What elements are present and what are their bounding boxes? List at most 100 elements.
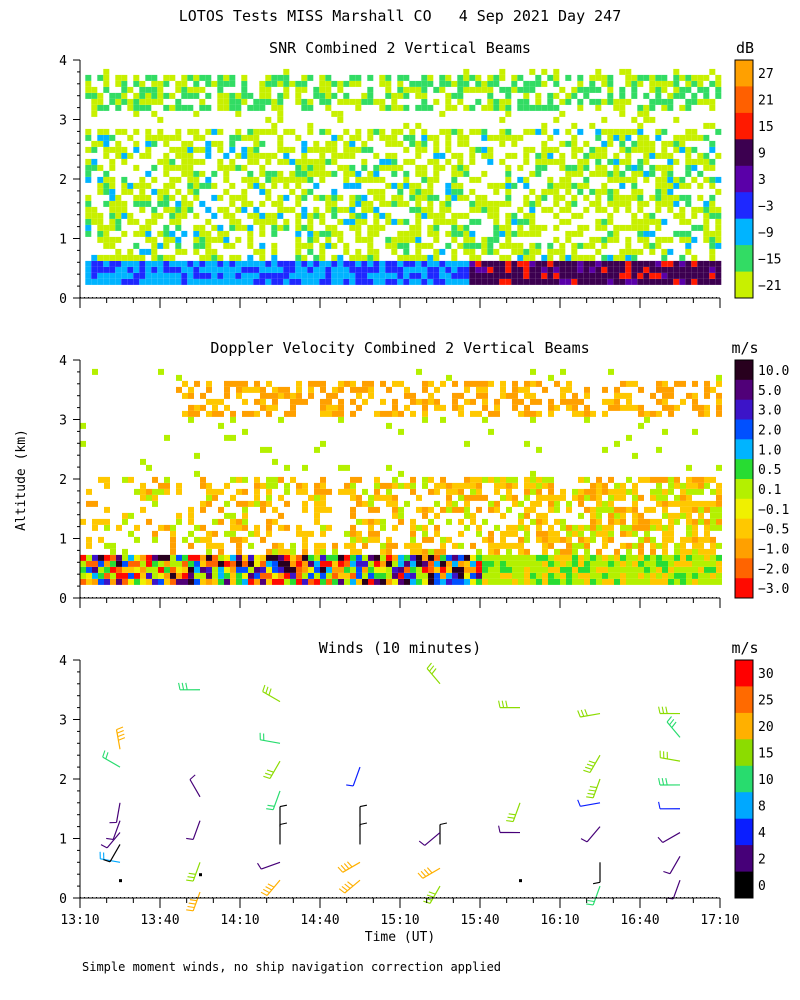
heatmap-cell bbox=[163, 272, 170, 279]
heatmap-cell bbox=[164, 434, 170, 441]
heatmap-cell bbox=[163, 254, 170, 261]
heatmap-cell bbox=[529, 278, 536, 285]
heatmap-cell bbox=[710, 476, 716, 483]
heatmap-cell bbox=[590, 578, 596, 585]
heatmap-cell bbox=[589, 98, 596, 105]
heatmap-cell bbox=[103, 200, 110, 207]
heatmap-cell bbox=[457, 74, 464, 81]
heatmap-cell bbox=[103, 104, 110, 111]
heatmap-cell bbox=[326, 560, 332, 567]
heatmap-cell bbox=[649, 230, 656, 237]
heatmap-cell bbox=[380, 566, 386, 573]
heatmap-cell bbox=[313, 230, 320, 237]
heatmap-cell bbox=[655, 278, 662, 285]
heatmap-cell bbox=[146, 494, 152, 501]
heatmap-cell bbox=[133, 200, 140, 207]
heatmap-cell bbox=[673, 74, 680, 81]
heatmap-cell bbox=[284, 410, 290, 417]
heatmap-cell bbox=[199, 182, 206, 189]
heatmap-cell bbox=[601, 74, 608, 81]
heatmap-cell bbox=[98, 536, 104, 543]
snr-panel-title: SNR Combined 2 Vertical Beams bbox=[269, 39, 531, 57]
heatmap-cell bbox=[499, 200, 506, 207]
heatmap-cell bbox=[398, 572, 404, 579]
heatmap-cell bbox=[620, 566, 626, 573]
heatmap-cell bbox=[638, 554, 644, 561]
heatmap-cell bbox=[649, 164, 656, 171]
colorbar-swatch bbox=[735, 139, 753, 167]
heatmap-cell bbox=[289, 170, 296, 177]
heatmap-cell bbox=[367, 224, 374, 231]
heatmap-cell bbox=[379, 158, 386, 165]
heatmap-cell bbox=[103, 260, 110, 267]
heatmap-cell bbox=[308, 494, 314, 501]
heatmap-cell bbox=[685, 194, 692, 201]
wind-barb-flag bbox=[178, 682, 181, 690]
heatmap-cell bbox=[175, 176, 182, 183]
heatmap-cell bbox=[595, 218, 602, 225]
heatmap-cell bbox=[211, 266, 218, 273]
heatmap-cell bbox=[631, 278, 638, 285]
heatmap-cell bbox=[578, 512, 584, 519]
heatmap-cell bbox=[284, 566, 290, 573]
heatmap-cell bbox=[397, 92, 404, 99]
heatmap-cell bbox=[583, 164, 590, 171]
heatmap-cell bbox=[595, 146, 602, 153]
heatmap-cell bbox=[451, 278, 458, 285]
heatmap-cell bbox=[259, 218, 266, 225]
heatmap-cell bbox=[259, 86, 266, 93]
heatmap-cell bbox=[139, 152, 146, 159]
heatmap-cell bbox=[494, 500, 500, 507]
heatmap-cell bbox=[692, 542, 698, 549]
heatmap-cell bbox=[392, 410, 398, 417]
heatmap-cell bbox=[109, 200, 116, 207]
heatmap-cell bbox=[403, 182, 410, 189]
heatmap-cell bbox=[247, 278, 254, 285]
heatmap-cell bbox=[397, 266, 404, 273]
heatmap-cell bbox=[367, 230, 374, 237]
heatmap-cell bbox=[667, 92, 674, 99]
heatmap-cell bbox=[692, 404, 698, 411]
heatmap-cell bbox=[529, 224, 536, 231]
heatmap-cell bbox=[254, 578, 260, 585]
heatmap-cell bbox=[158, 524, 164, 531]
heatmap-cell bbox=[487, 158, 494, 165]
heatmap-cell bbox=[290, 392, 296, 399]
heatmap-cell bbox=[673, 212, 680, 219]
heatmap-cell bbox=[259, 212, 266, 219]
heatmap-cell bbox=[697, 260, 704, 267]
heatmap-cell bbox=[284, 392, 290, 399]
x-tick-label: 14:40 bbox=[300, 913, 339, 928]
heatmap-cell bbox=[415, 260, 422, 267]
heatmap-cell bbox=[667, 170, 674, 177]
heatmap-cell bbox=[691, 254, 698, 261]
heatmap-cell bbox=[542, 482, 548, 489]
heatmap-cell bbox=[506, 566, 512, 573]
wind-barb-flag bbox=[279, 804, 288, 808]
heatmap-cell bbox=[182, 578, 188, 585]
heatmap-cell bbox=[97, 188, 104, 195]
heatmap-cell bbox=[151, 74, 158, 81]
heatmap-cell bbox=[205, 152, 212, 159]
heatmap-cell bbox=[500, 476, 506, 483]
heatmap-cell bbox=[463, 230, 470, 237]
heatmap-cell bbox=[499, 224, 506, 231]
heatmap-cell bbox=[361, 278, 368, 285]
heatmap-cell bbox=[133, 164, 140, 171]
heatmap-cell bbox=[548, 530, 554, 537]
heatmap-cell bbox=[488, 428, 494, 435]
heatmap-cell bbox=[403, 122, 410, 129]
heatmap-cell bbox=[457, 158, 464, 165]
heatmap-cell bbox=[679, 206, 686, 213]
heatmap-cell bbox=[211, 248, 218, 255]
heatmap-cell bbox=[259, 278, 266, 285]
heatmap-cell bbox=[607, 86, 614, 93]
heatmap-cell bbox=[428, 380, 434, 387]
heatmap-cell bbox=[302, 482, 308, 489]
heatmap-cell bbox=[583, 254, 590, 261]
heatmap-cell bbox=[572, 488, 578, 495]
heatmap-cell bbox=[392, 404, 398, 411]
heatmap-cell bbox=[374, 410, 380, 417]
heatmap-cell bbox=[181, 206, 188, 213]
